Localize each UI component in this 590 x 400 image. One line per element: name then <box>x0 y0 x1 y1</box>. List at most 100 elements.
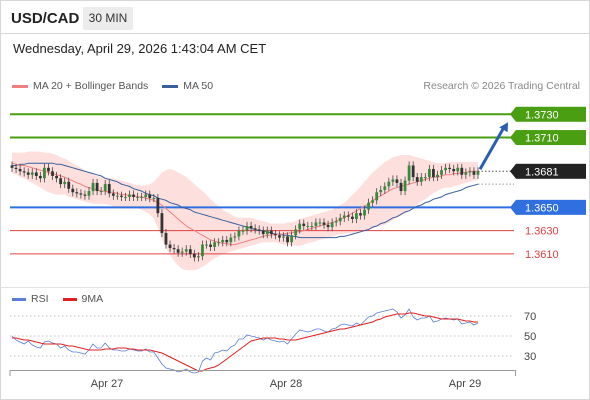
candle-body <box>71 188 75 193</box>
candle-body <box>363 209 366 216</box>
candle <box>294 225 298 240</box>
candle-body <box>419 177 423 182</box>
candle <box>180 247 184 257</box>
candle <box>330 218 334 232</box>
candle <box>38 171 42 183</box>
level-label-1.3630-text: 1.3630 <box>525 226 559 238</box>
candle-body <box>83 194 87 196</box>
candle-body <box>67 181 71 189</box>
candle <box>79 189 83 199</box>
candle-body <box>136 196 140 198</box>
candle <box>99 187 103 196</box>
candle-body <box>257 229 261 231</box>
candle-body <box>47 167 50 172</box>
ma20-label: MA 20 + Bollinger Bands <box>33 80 149 92</box>
candle <box>63 177 67 189</box>
candle <box>350 212 354 224</box>
legend-item-9ma: 9MA <box>62 293 103 305</box>
candle <box>363 205 366 220</box>
candle <box>47 163 50 176</box>
candle <box>419 173 423 186</box>
candle-body <box>91 182 95 192</box>
ma50-label: MA 50 <box>183 80 214 92</box>
candle <box>427 164 431 182</box>
forecast-arrow-shaft <box>478 126 506 171</box>
candle <box>225 235 229 247</box>
candle-body <box>34 172 38 176</box>
candle <box>245 221 249 235</box>
candle-body <box>432 168 435 178</box>
candle-body <box>79 193 83 195</box>
candle-body <box>282 236 285 238</box>
candle-body <box>440 170 443 175</box>
candle <box>213 238 217 251</box>
timeframe-button[interactable]: 30 MIN <box>83 7 133 30</box>
candle <box>456 163 460 176</box>
candle <box>136 192 140 201</box>
candle-body <box>180 251 184 253</box>
candle <box>34 168 38 181</box>
x-tick-label: Apr 29 <box>449 378 481 390</box>
candle <box>257 225 261 235</box>
rsi-swatch <box>12 297 26 301</box>
candle-body <box>379 189 383 193</box>
candle <box>290 231 293 247</box>
candle <box>379 185 383 197</box>
candle <box>278 231 281 242</box>
candle-body <box>99 191 103 193</box>
level-label-1.3710-pointer <box>510 130 516 146</box>
level-label-1.3710: 1.3710 <box>510 130 586 146</box>
candle <box>440 166 443 179</box>
candle-body <box>302 223 306 226</box>
rsi-label: RSI <box>31 293 49 305</box>
candle <box>26 168 30 179</box>
candle-body <box>132 194 135 197</box>
candle-body <box>237 230 241 237</box>
candle-body <box>18 168 22 172</box>
candle-body <box>265 230 269 235</box>
candle <box>241 226 245 235</box>
candle <box>87 187 91 200</box>
candle <box>124 192 127 201</box>
rsi-legend: RSI 9MA <box>12 293 117 305</box>
candle-body <box>43 167 46 179</box>
rsi-series-9ma <box>12 312 478 372</box>
candle-body <box>241 230 245 232</box>
candle <box>71 184 75 197</box>
candle <box>197 252 200 262</box>
candle-body <box>55 175 58 179</box>
candle-body <box>156 198 160 214</box>
candle <box>342 211 346 222</box>
ma20-swatch <box>12 84 28 88</box>
level-label-1.3650-box <box>516 199 586 215</box>
candle <box>140 192 144 201</box>
candle <box>107 180 111 198</box>
candle-body <box>253 228 257 230</box>
candle <box>233 232 237 242</box>
candle-body <box>346 215 350 217</box>
bollinger-band <box>12 151 478 271</box>
candle-body <box>444 167 447 171</box>
candle-body <box>233 236 237 238</box>
candle-body <box>314 222 318 226</box>
candle <box>391 175 395 186</box>
candle-body <box>407 165 411 181</box>
candle-body <box>415 177 419 182</box>
candle-body <box>326 224 330 228</box>
candle <box>172 244 176 254</box>
candle <box>205 240 208 249</box>
candle <box>273 230 277 240</box>
candle-body <box>395 179 399 183</box>
x-tick-label: Apr 28 <box>270 378 302 390</box>
candle <box>334 217 338 227</box>
legend-item-rsi: RSI <box>12 293 49 305</box>
candle <box>164 228 168 249</box>
candle <box>436 170 439 182</box>
candle <box>407 161 411 185</box>
candle <box>43 163 46 183</box>
datetime-label: Wednesday, April 29, 2026 1:43:04 AM CET <box>13 41 267 56</box>
rsi-tick-30: 30 <box>524 351 536 363</box>
candle <box>148 190 152 203</box>
candle <box>120 191 123 201</box>
candle-body <box>172 248 176 250</box>
